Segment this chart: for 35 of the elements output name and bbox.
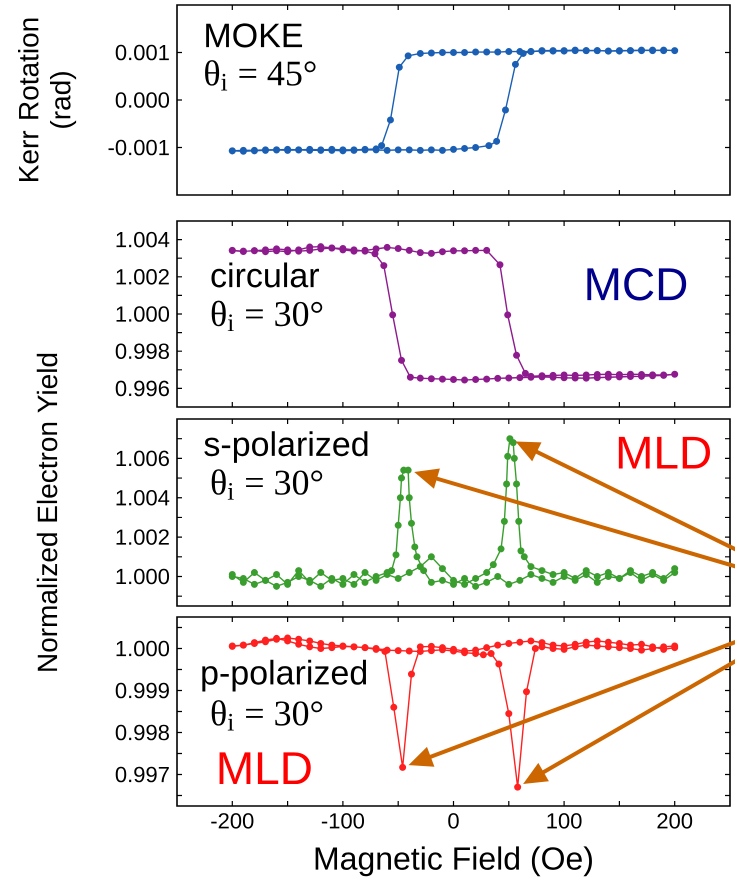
y-tick-label: 0.996 [116,380,169,396]
y-tick-label: 0.000 [116,92,170,108]
y-tick-label: 1.004 [116,232,170,248]
x-axis-title: Magnetic Field (Oe) [316,846,592,876]
y-tick-label: 0.999 [116,682,169,698]
y-tick-label: -0.001 [108,140,169,156]
y-tick-label: 0.001 [116,44,169,60]
y-tick-label: 0.997 [116,766,169,782]
annotation: MLD [618,436,710,468]
y-tick-label: 1.002 [116,529,169,545]
annotation: MLD [220,752,311,784]
y-axis-title: Kerr Rotation (rad) [18,18,76,181]
x-tick-label: -200 [211,813,254,829]
y-tick-label: 1.000 [116,640,170,656]
annotation: θ$_{i}$ = 30° [212,469,322,500]
y-tick-label: 0.998 [116,724,169,740]
x-tick-label: -100 [322,813,364,829]
annotation: s-polarized [204,431,368,463]
y-tick-label: 0.998 [116,343,169,359]
annotation: circular [211,262,320,288]
annotation: MOKE [206,23,302,48]
y-tick-label: 1.002 [116,269,169,285]
x-tick-label: 200 [657,813,692,829]
y-tick-label: 1.004 [116,490,170,506]
x-tick-label: 0 [448,813,459,829]
y-tick-label: 1.000 [116,568,170,584]
annotation: θ$_{i}$ = 45° [205,60,316,90]
annotation: MCD [587,268,686,301]
annotation: θ$_{i}$ = 30° [212,700,322,730]
x-tick-label: 100 [547,813,582,829]
y-axis-title: Normalized Electron Yield [36,354,58,671]
y-tick-label: 1.000 [116,306,170,322]
annotation: θ$_{i}$ = 30° [212,300,322,332]
annotation: p-polarized [202,660,366,692]
y-tick-label: 1.006 [116,450,169,466]
